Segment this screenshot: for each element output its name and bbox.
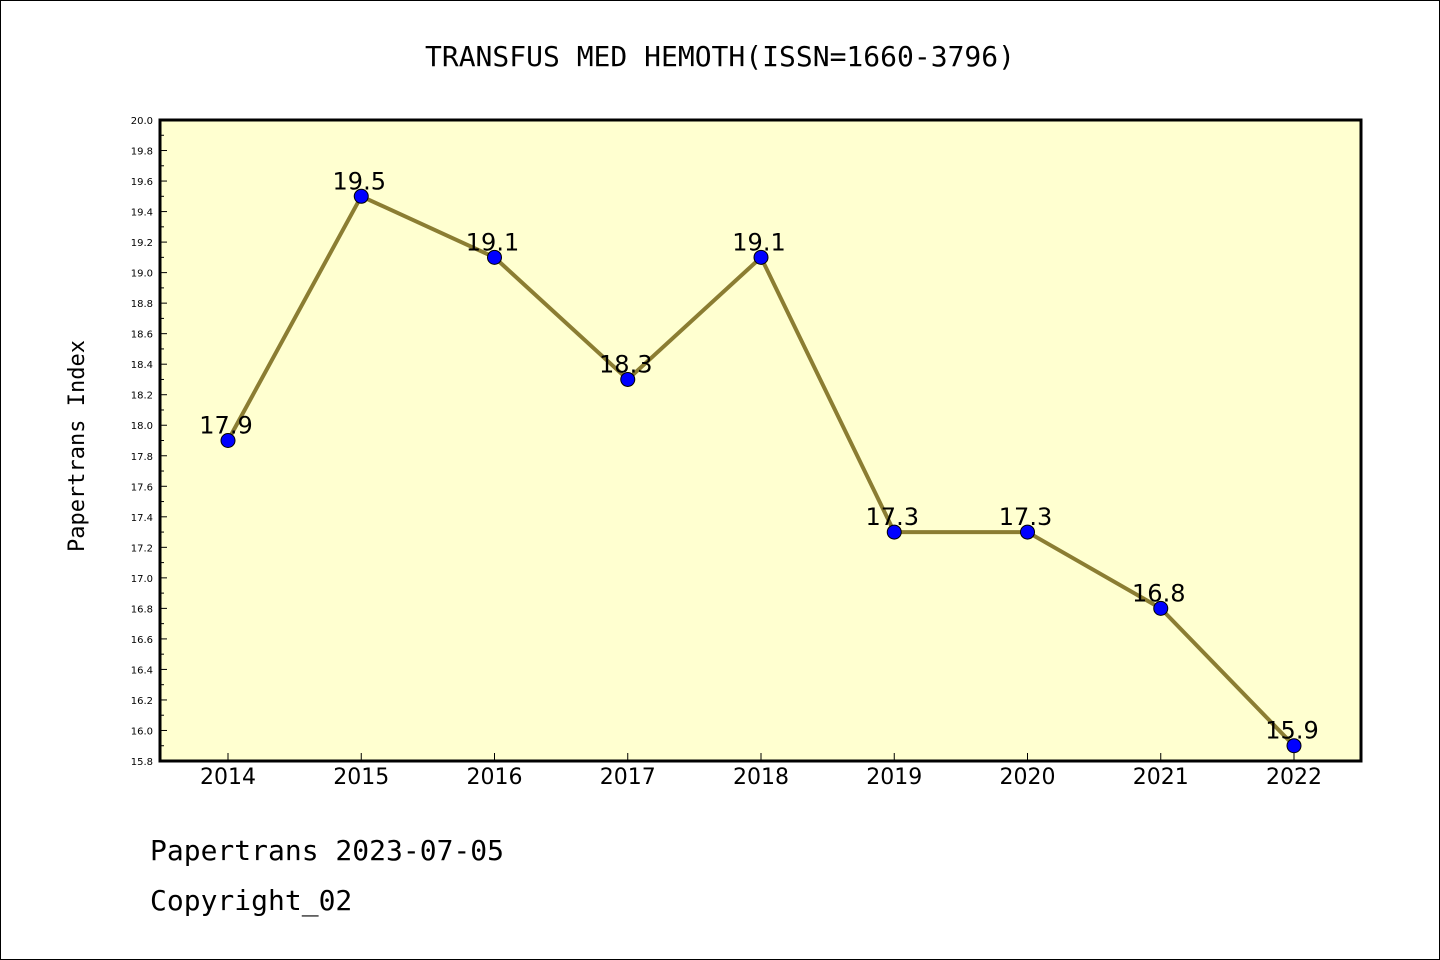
y-axis-ticks: 15.8 16.0 16.2 16.4 16.6 16.8 17.0 17.2 17.4 17.6…	[131, 116, 167, 768]
x-tick-label: 2021	[1133, 765, 1189, 790]
data-labels: 17.9 19.5 19.1 18.3 19.1 17.3 17.3 16.8 15.9	[199, 167, 1318, 744]
data-label: 19.1	[466, 228, 519, 256]
plot-area	[158, 118, 1363, 763]
data-label: 15.9	[1265, 717, 1318, 745]
x-axis-ticks: 2014 2015 2016 2017 2018 2019 2020 2021 2022	[200, 753, 1322, 790]
data-point	[886, 524, 902, 540]
x-tick-label: 2014	[200, 765, 256, 790]
data-point	[1153, 600, 1169, 616]
data-label: 19.5	[333, 167, 386, 195]
y-tick-label: 17.4	[131, 513, 153, 524]
y-tick-label: 15.8	[131, 757, 153, 768]
data-label: 19.1	[732, 228, 785, 256]
data-label: 17.3	[866, 503, 919, 531]
y-tick-label: 19.4	[131, 208, 153, 219]
y-tick-label: 19.8	[131, 147, 153, 158]
x-tick-label: 2020	[1000, 765, 1056, 790]
data-label: 18.3	[599, 350, 652, 378]
y-tick-label: 18.4	[131, 360, 153, 371]
x-tick-label: 2016	[467, 765, 523, 790]
y-axis-label: Papertrans Index	[65, 340, 90, 552]
x-tick-label: 2019	[866, 765, 922, 790]
y-tick-label: 19.2	[131, 238, 153, 249]
data-point	[753, 249, 769, 265]
y-tick-label: 17.0	[131, 574, 153, 585]
y-tick-label: 16.8	[131, 604, 153, 615]
data-label: 17.9	[199, 412, 252, 440]
x-tick-label: 2015	[333, 765, 389, 790]
chart-title: TRANSFUS MED HEMOTH(ISSN=1660-3796)	[425, 40, 1015, 73]
y-tick-label: 17.2	[131, 543, 153, 554]
data-point	[1020, 524, 1035, 540]
x-tick-label: 2022	[1266, 765, 1322, 790]
y-tick-label: 16.0	[131, 726, 153, 737]
y-tick-label: 18.0	[131, 421, 153, 432]
y-tick-label: 18.2	[131, 391, 153, 402]
footer-source: Papertrans 2023-07-05	[150, 834, 505, 867]
y-tick-label: 18.8	[131, 299, 153, 310]
y-tick-label: 19.6	[131, 177, 153, 188]
x-tick-label: 2018	[733, 765, 789, 790]
y-tick-label: 18.6	[131, 330, 153, 341]
x-tick-label: 2017	[600, 765, 656, 790]
y-tick-label: 16.2	[131, 696, 153, 707]
y-tick-label: 17.6	[131, 482, 153, 493]
y-tick-label: 20.0	[131, 116, 153, 127]
data-label: 17.3	[999, 503, 1052, 531]
y-tick-label: 16.4	[131, 665, 153, 676]
data-point	[220, 433, 236, 448]
y-tick-label: 17.8	[131, 452, 153, 463]
data-point	[487, 249, 502, 265]
data-point	[353, 188, 369, 204]
data-point	[1286, 738, 1302, 754]
data-point	[620, 371, 636, 387]
y-tick-label: 19.0	[131, 269, 153, 280]
data-points	[220, 188, 1302, 754]
data-label: 16.8	[1132, 579, 1185, 607]
y-tick-label: 16.6	[131, 635, 153, 646]
footer-copyright: Copyright_02	[150, 884, 353, 917]
